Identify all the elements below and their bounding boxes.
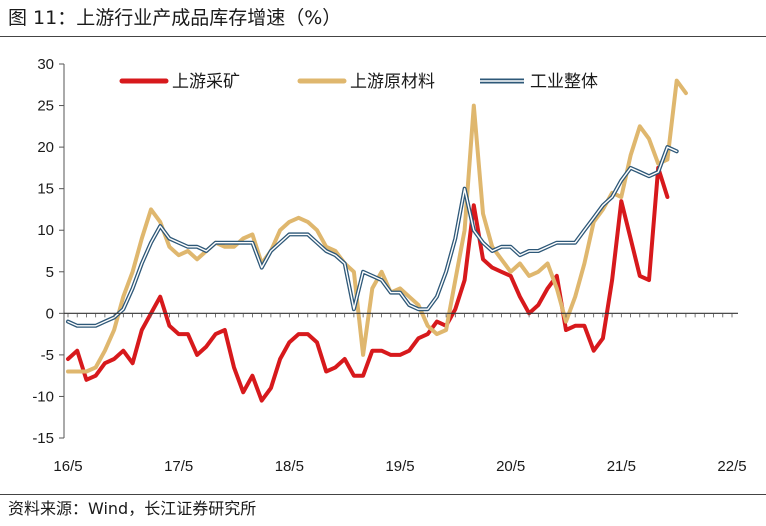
chart-axes: -15 -10 -5 0 5 10 15 20 25 30 16/5 17/5 18/5 19/5 20/5…: [32, 56, 746, 475]
series-line-inner: [67, 146, 678, 327]
x-tick-label: 16/5: [53, 458, 82, 475]
title-underline: [0, 36, 766, 37]
chart-legend: 上游采矿 上游原材料 工业整体: [119, 72, 598, 92]
y-tick-label: 10: [37, 222, 54, 239]
legend-label: 工业整体: [530, 72, 598, 92]
y-tick-label: -15: [32, 430, 54, 447]
x-tick-label: 19/5: [385, 458, 414, 475]
y-tick-label: 30: [37, 56, 54, 73]
x-tick-label: 21/5: [607, 458, 636, 475]
y-tick-label: 20: [37, 139, 54, 156]
legend-label: 上游原材料: [350, 72, 435, 92]
figure-source: 资料来源：Wind，长江证券研究所: [8, 499, 257, 518]
x-tick-label: 18/5: [275, 458, 304, 475]
y-tick-label: 5: [46, 264, 54, 281]
y-tick-label: 15: [37, 181, 54, 198]
y-tick-label: -10: [32, 388, 54, 405]
series-line: [66, 165, 670, 403]
x-tick-label: 20/5: [496, 458, 525, 475]
y-tick-label: 0: [46, 305, 54, 322]
x-tick-label: 22/5: [717, 458, 746, 475]
y-tick-label: 25: [37, 98, 54, 115]
legend-label: 上游采矿: [172, 72, 240, 92]
source-separator: [0, 494, 766, 495]
series-lines: [66, 78, 688, 403]
y-tick-label: -5: [41, 347, 54, 364]
x-tick-label: 17/5: [164, 458, 193, 475]
figure-title: 图 11：上游行业产成品库存增速（%）: [8, 7, 342, 29]
